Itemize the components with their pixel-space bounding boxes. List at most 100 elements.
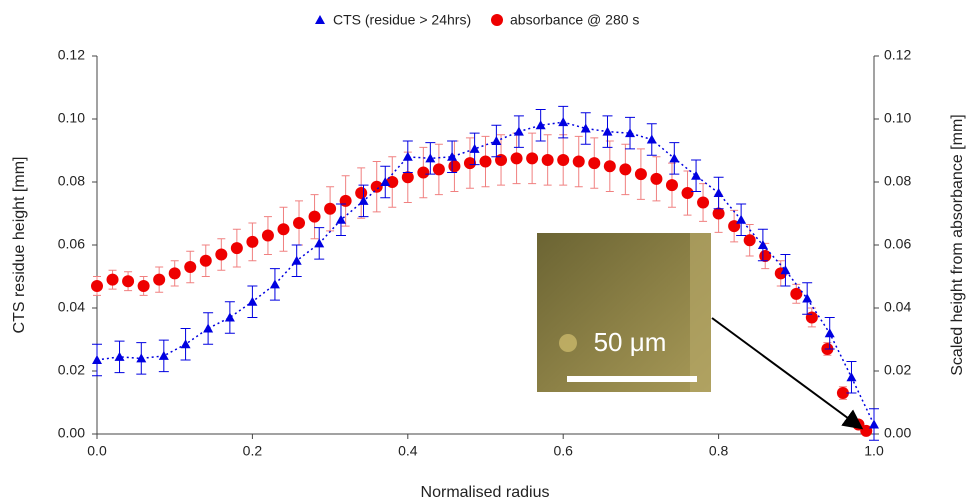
marker: [355, 187, 368, 200]
y-tick-label: 0.04: [58, 299, 85, 315]
y2-axis-label: Scaled height from absorbance [mm]: [949, 114, 966, 375]
marker: [463, 157, 476, 170]
y-axis-label: CTS residue height [mm]: [11, 157, 28, 334]
marker: [247, 296, 258, 306]
marker: [557, 153, 570, 166]
marker: [510, 152, 523, 165]
marker: [541, 153, 554, 166]
y-tick-label: 0.00: [58, 425, 85, 441]
marker: [625, 128, 636, 138]
marker: [712, 207, 725, 220]
inset-image: 50 μm: [537, 233, 864, 430]
marker: [619, 163, 632, 176]
y2-tick-label: 0.04: [884, 299, 911, 315]
marker: [417, 166, 430, 179]
marker: [650, 172, 663, 185]
x-tick-label: 0.4: [398, 443, 418, 459]
legend-label: CTS (residue > 24hrs): [333, 12, 471, 28]
marker: [603, 160, 616, 173]
marker: [491, 136, 502, 146]
marker: [836, 387, 849, 400]
x-axis-label: Normalised radius: [421, 484, 550, 501]
marker: [665, 179, 678, 192]
marker: [580, 123, 591, 133]
legend-marker: [315, 15, 325, 24]
marker: [106, 273, 119, 286]
marker: [291, 255, 302, 265]
marker: [370, 180, 383, 193]
marker: [588, 157, 601, 170]
marker: [114, 351, 125, 361]
marker: [230, 242, 243, 255]
marker: [759, 250, 772, 263]
y2-tick-label: 0.00: [884, 425, 911, 441]
marker: [602, 126, 613, 136]
marker: [743, 234, 756, 247]
marker: [401, 171, 414, 184]
marker: [860, 424, 873, 437]
marker: [526, 152, 539, 165]
inset-particle: [559, 334, 577, 352]
marker: [358, 195, 369, 205]
marker: [224, 312, 235, 322]
marker: [669, 153, 680, 163]
marker: [324, 202, 337, 215]
marker: [790, 287, 803, 300]
y-tick-label: 0.02: [58, 362, 85, 378]
marker: [402, 151, 413, 161]
marker: [646, 134, 657, 144]
y-tick-label: 0.08: [58, 173, 85, 189]
marker: [180, 339, 191, 349]
marker: [308, 210, 321, 223]
x-tick-label: 0.0: [87, 443, 107, 459]
inset-arrow: [711, 317, 864, 430]
marker: [425, 153, 436, 163]
marker: [293, 216, 306, 229]
x-tick-label: 0.2: [243, 443, 263, 459]
marker: [469, 143, 480, 153]
marker: [215, 248, 228, 261]
y2-tick-label: 0.12: [884, 47, 911, 63]
marker: [432, 163, 445, 176]
marker: [824, 328, 835, 338]
marker: [158, 350, 169, 360]
marker: [634, 168, 647, 181]
marker: [91, 279, 103, 292]
marker: [246, 235, 259, 248]
marker: [137, 279, 150, 292]
marker: [168, 267, 181, 280]
marker: [802, 293, 813, 303]
inset-edge: [690, 233, 711, 392]
marker: [261, 229, 274, 242]
y2-tick-label: 0.08: [884, 173, 911, 189]
marker: [277, 223, 290, 236]
marker: [713, 188, 724, 198]
y-tick-label: 0.12: [58, 47, 85, 63]
marker: [691, 170, 702, 180]
marker: [136, 353, 147, 363]
marker: [447, 151, 458, 161]
y2-tick-label: 0.02: [884, 362, 911, 378]
y-tick-label: 0.06: [58, 236, 85, 252]
x-tick-label: 0.6: [553, 443, 573, 459]
marker: [869, 419, 879, 429]
marker: [757, 240, 768, 249]
marker: [780, 265, 791, 275]
scale-bar: [567, 376, 697, 382]
marker: [513, 126, 524, 136]
marker: [736, 214, 747, 224]
scale-label: 50 μm: [594, 327, 667, 357]
marker: [846, 372, 857, 382]
marker: [572, 155, 585, 168]
marker: [335, 214, 346, 224]
inset-photo: [537, 233, 711, 392]
marker: [448, 160, 461, 173]
y2-tick-label: 0.10: [884, 110, 911, 126]
marker: [479, 155, 492, 168]
marker: [681, 187, 694, 200]
marker: [203, 323, 214, 333]
marker: [380, 177, 391, 186]
marker: [558, 117, 569, 127]
marker: [122, 275, 135, 288]
